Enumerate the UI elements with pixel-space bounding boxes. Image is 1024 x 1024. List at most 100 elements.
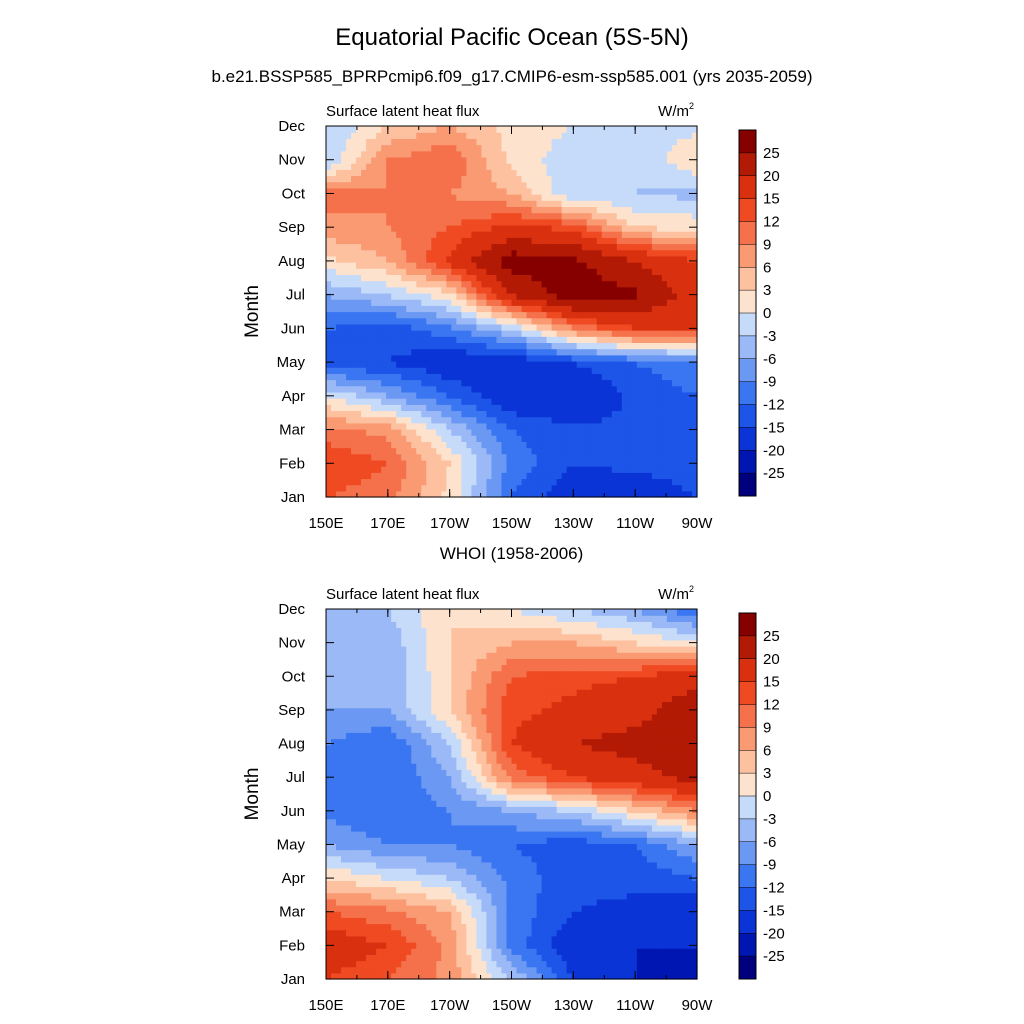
heatmap-cell [446, 274, 452, 282]
heatmap-cell [556, 292, 563, 300]
heatmap-cell [421, 299, 427, 306]
heatmap-cell [546, 490, 553, 498]
heatmap-cell [336, 187, 342, 195]
heatmap-cell [596, 960, 603, 968]
heatmap-cell [331, 960, 337, 968]
heatmap-cell [596, 435, 603, 442]
heatmap-cell [641, 206, 648, 214]
heatmap-cell [646, 428, 653, 436]
heatmap-cell [606, 224, 613, 232]
heatmap-cell [676, 138, 683, 146]
heatmap-cell [571, 200, 578, 207]
heatmap-cell [501, 274, 508, 282]
heatmap-cell [401, 416, 407, 424]
heatmap-cell [361, 459, 367, 467]
heatmap-cell [546, 255, 553, 263]
heatmap-cell [551, 132, 558, 139]
heatmap-cell [611, 453, 618, 461]
heatmap-cell [646, 156, 653, 164]
y-tick-label: Mar [279, 422, 305, 439]
heatmap-cell [681, 292, 688, 300]
heatmap-cell [436, 175, 442, 183]
heatmap-cell [576, 206, 583, 214]
heatmap-cell [541, 410, 548, 418]
heatmap-cell [461, 330, 467, 337]
heatmap-cell [641, 336, 648, 344]
heatmap-cell [621, 249, 628, 257]
heatmap-cell [676, 966, 683, 974]
heatmap-cell [631, 311, 638, 319]
heatmap-cell [681, 972, 688, 980]
heatmap-cell [461, 206, 467, 214]
heatmap-cell [346, 311, 352, 319]
heatmap-cell [441, 200, 447, 207]
heatmap-cell [426, 169, 432, 177]
heatmap-cell [556, 144, 563, 152]
heatmap-cell [521, 150, 528, 158]
heatmap-cell [656, 447, 663, 455]
heatmap-cell [566, 231, 573, 238]
heatmap-cell [471, 948, 477, 955]
heatmap-cell [416, 231, 422, 238]
heatmap-cell [496, 218, 503, 226]
heatmap-cell [371, 299, 377, 306]
heatmap-cell [486, 410, 493, 418]
heatmap-cell [391, 373, 397, 381]
heatmap-cell [476, 459, 483, 467]
heatmap-cell [466, 218, 472, 226]
heatmap-cell [566, 453, 573, 461]
heatmap-cell [551, 435, 558, 442]
heatmap-cell [676, 292, 683, 300]
heatmap-cell [571, 305, 578, 313]
heatmap-cell [396, 150, 402, 158]
heatmap-cell [526, 453, 533, 461]
heatmap-cell [496, 391, 503, 399]
heatmap-cell [596, 187, 603, 195]
heatmap-cell [326, 404, 332, 412]
heatmap-cell [676, 274, 683, 282]
heatmap-cell [626, 447, 633, 455]
heatmap-cell [486, 367, 493, 374]
heatmap-cell [496, 305, 503, 313]
heatmap-cell [476, 342, 483, 350]
heatmap-cell [481, 286, 488, 294]
heatmap-cell [481, 330, 488, 337]
heatmap-cell [416, 960, 422, 968]
heatmap-cell [421, 132, 427, 139]
heatmap-cell [396, 478, 402, 486]
heatmap-cell [506, 274, 513, 282]
heatmap-cell [531, 410, 538, 418]
heatmap-cell [506, 373, 513, 381]
heatmap-cell [376, 490, 382, 498]
heatmap-cell [566, 459, 573, 467]
heatmap-cell [686, 330, 693, 337]
heatmap-cell [656, 212, 663, 220]
heatmap-cell [411, 132, 417, 139]
heatmap-cell [666, 181, 673, 189]
heatmap-cell [596, 484, 603, 492]
heatmap-cell [406, 144, 412, 152]
heatmap-cell [631, 410, 638, 418]
heatmap-cell [586, 224, 593, 232]
heatmap-cell [361, 478, 367, 486]
heatmap-cell [341, 966, 347, 974]
heatmap-cell [466, 255, 472, 263]
heatmap-cell [546, 453, 553, 461]
heatmap-cell [681, 484, 688, 492]
heatmap-cell [621, 323, 628, 331]
heatmap-cell [491, 311, 498, 319]
heatmap-cell [466, 194, 472, 201]
heatmap-cell [616, 305, 623, 313]
heatmap-cell [391, 490, 397, 498]
heatmap-cell [486, 323, 493, 331]
heatmap-cell [686, 379, 693, 387]
heatmap-cell [641, 237, 648, 245]
heatmap-cell [576, 194, 583, 201]
heatmap-cell [561, 447, 568, 455]
heatmap-cell [581, 336, 588, 344]
heatmap-cell [476, 132, 483, 139]
heatmap-cell [326, 391, 332, 399]
heatmap-cell [396, 292, 402, 300]
heatmap-cell [661, 299, 668, 306]
heatmap-cell [611, 354, 618, 362]
